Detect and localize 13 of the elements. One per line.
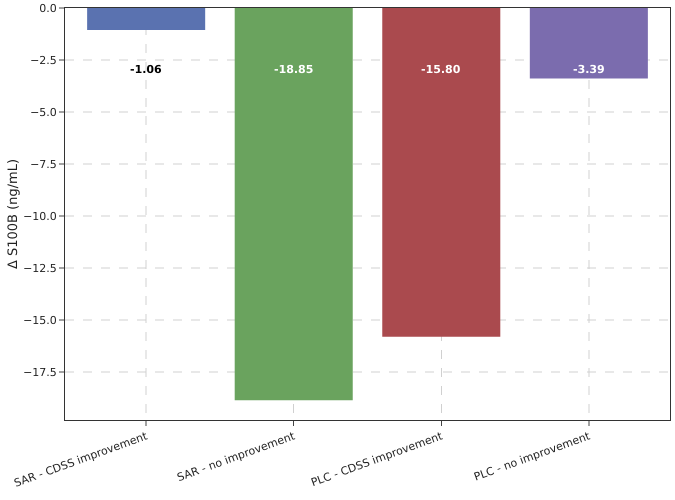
y-tick-label: −2.5 xyxy=(30,54,57,67)
data-label: -15.80 xyxy=(421,63,461,76)
data-label: -1.06 xyxy=(130,63,162,76)
data-label: -18.85 xyxy=(274,63,314,76)
y-axis-title: Δ S100B (ng/mL) xyxy=(6,158,22,270)
y-tick-label: −12.5 xyxy=(23,262,57,275)
y-tick-label: −7.5 xyxy=(30,158,57,171)
y-tick-label: 0.0 xyxy=(39,2,57,15)
data-label: -3.39 xyxy=(573,63,605,76)
y-tick-label: −17.5 xyxy=(23,366,57,379)
y-tick-label: −15.0 xyxy=(23,314,57,327)
y-tick-label: −10.0 xyxy=(23,210,57,223)
y-tick-label: −5.0 xyxy=(30,106,57,119)
